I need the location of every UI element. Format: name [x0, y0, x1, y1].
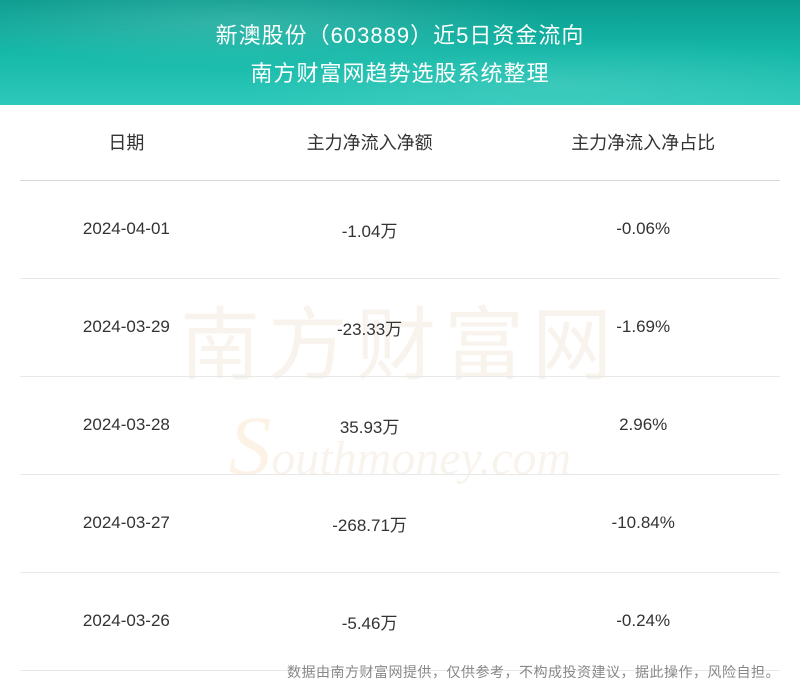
table-row: 2024-03-29 -23.33万 -1.69% — [20, 278, 780, 376]
cell-inflow: -5.46万 — [233, 572, 507, 670]
col-header-date: 日期 — [20, 105, 233, 180]
page-subtitle: 南方财富网趋势选股系统整理 — [250, 56, 549, 88]
page-title: 新澳股份（603889）近5日资金流向 — [216, 18, 585, 50]
cell-inflow: -23.33万 — [233, 278, 507, 376]
col-header-inflow: 主力净流入净额 — [233, 105, 507, 180]
col-header-pct: 主力净流入净占比 — [506, 105, 780, 180]
table-container: 日期 主力净流入净额 主力净流入净占比 2024-04-01 -1.04万 -0… — [0, 105, 800, 671]
cell-inflow: -268.71万 — [233, 474, 507, 572]
cell-date: 2024-03-28 — [20, 376, 233, 474]
cell-date: 2024-03-27 — [20, 474, 233, 572]
table-header-row: 日期 主力净流入净额 主力净流入净占比 — [20, 105, 780, 180]
cell-inflow: -1.04万 — [233, 180, 507, 278]
cell-pct: -10.84% — [506, 474, 780, 572]
content-wrapper: 南方财富网 Southmoney.com 日期 主力净流入净额 主力净流入净占比… — [0, 105, 800, 671]
table-row: 2024-04-01 -1.04万 -0.06% — [20, 180, 780, 278]
cell-pct: -0.24% — [506, 572, 780, 670]
cell-date: 2024-03-26 — [20, 572, 233, 670]
table-row: 2024-03-26 -5.46万 -0.24% — [20, 572, 780, 670]
table-row: 2024-03-27 -268.71万 -10.84% — [20, 474, 780, 572]
table-row: 2024-03-28 35.93万 2.96% — [20, 376, 780, 474]
cell-pct: 2.96% — [506, 376, 780, 474]
footer-disclaimer: 数据由南方财富网提供，仅供参考，不构成投资建议，据此操作，风险自担。 — [287, 662, 780, 682]
cell-date: 2024-04-01 — [20, 180, 233, 278]
cell-inflow: 35.93万 — [233, 376, 507, 474]
cell-date: 2024-03-29 — [20, 278, 233, 376]
cell-pct: -0.06% — [506, 180, 780, 278]
cell-pct: -1.69% — [506, 278, 780, 376]
header-banner: 新澳股份（603889）近5日资金流向 南方财富网趋势选股系统整理 — [0, 0, 800, 105]
fund-flow-table: 日期 主力净流入净额 主力净流入净占比 2024-04-01 -1.04万 -0… — [20, 105, 780, 671]
